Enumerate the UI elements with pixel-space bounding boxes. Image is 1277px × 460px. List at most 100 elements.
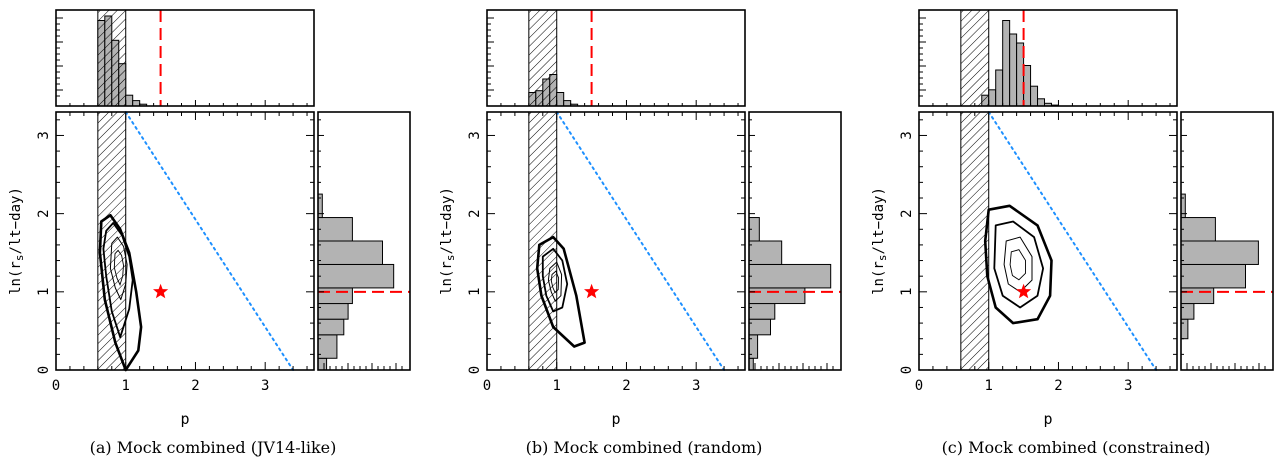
y-tick-label: 1	[36, 288, 52, 296]
contour-core	[1009, 249, 1026, 281]
x-axis-label: p	[611, 410, 620, 428]
dotted-line	[124, 111, 295, 371]
main-frame	[55, 111, 315, 371]
y-tick-label: 1	[467, 288, 483, 296]
x-tick-label: 0	[915, 378, 923, 394]
y-tick-label: 3	[36, 131, 52, 139]
y-tick-label: 0	[36, 366, 52, 374]
x-axis: 0 1 2 3 p	[52, 112, 308, 428]
main-frame	[486, 111, 746, 371]
hist-bar-p	[125, 94, 134, 107]
side-histogram	[1180, 111, 1274, 371]
x-tick-label: 1	[985, 378, 993, 394]
hist-bar-ln-rs	[748, 287, 806, 305]
hist-bar-ln-rs	[748, 240, 783, 265]
x-tick-label: 1	[122, 378, 130, 394]
hist-bar-ln-rs	[748, 303, 776, 320]
hist-bar-ln-rs	[1180, 217, 1216, 242]
hist-bar-ln-rs	[317, 303, 349, 320]
side-histogram	[748, 111, 842, 371]
hist-bar-ln-rs	[1180, 240, 1259, 265]
x-axis: 0 1 2 3 p	[483, 112, 739, 428]
dotted-line	[987, 111, 1158, 371]
excluded-band-top-hatch	[528, 10, 557, 106]
contour-inner	[1003, 236, 1033, 293]
hist-bar-p	[1037, 98, 1046, 107]
excluded-band-top-hatch	[97, 10, 126, 106]
x-tick-label: 3	[1124, 378, 1132, 394]
truth-star-marker	[584, 283, 600, 299]
top-frame	[918, 9, 1178, 107]
y-axis: 0 1 2 3 ln(rs/lt−day)	[871, 119, 1177, 374]
y-axis-label: ln(rs/lt−day)	[8, 187, 26, 295]
y-axis-label: ln(rs/lt−day)	[871, 187, 889, 295]
hist-bar-ln-rs	[1180, 287, 1215, 305]
contour-inner	[109, 236, 128, 301]
contour-core	[550, 270, 560, 294]
contour-outer	[983, 204, 1053, 325]
x-tick-label: 2	[1054, 378, 1062, 394]
contour-middle	[102, 222, 134, 339]
contour-outer	[98, 213, 143, 372]
hist-bar-ln-rs	[317, 287, 353, 305]
y-tick-label: 2	[36, 209, 52, 217]
x-tick-label: 3	[692, 378, 700, 394]
panel-caption: (c) Mock combined (constrained)	[942, 438, 1211, 457]
panel-caption: (a) Mock combined (JV14-like)	[90, 438, 337, 457]
hist-bar-p	[995, 69, 1004, 107]
x-axis-label: p	[180, 410, 189, 428]
x-tick-label: 2	[191, 378, 199, 394]
panel-2: 0 1 2 3 p 0 1 2 3 ln(rs/lt−day) (b) Mock combined …	[439, 9, 842, 457]
hist-bar-ln-rs	[317, 217, 353, 242]
y-tick-label: 3	[899, 131, 915, 139]
main-frame	[918, 111, 1178, 371]
contour-outer	[535, 235, 586, 348]
side-histogram	[317, 111, 411, 371]
panel-caption: (b) Mock combined (random)	[526, 438, 763, 457]
x-tick-label: 0	[52, 378, 60, 394]
truth-star-marker	[153, 283, 169, 299]
x-axis: 0 1 2 3 p	[915, 112, 1171, 428]
truth-star-marker	[1016, 283, 1032, 299]
top-frame	[486, 9, 746, 107]
hist-bar-p	[1023, 65, 1032, 107]
main-plot: 0 1 2 3 p 0 1 2 3 ln(rs/lt−day)	[871, 111, 1178, 428]
hist-bar-p	[132, 100, 141, 107]
x-tick-label: 2	[622, 378, 630, 394]
y-axis: 0 1 2 3 ln(rs/lt−day)	[439, 119, 745, 374]
y-tick-label: 1	[899, 288, 915, 296]
y-tick-label: 0	[899, 366, 915, 374]
excluded-band-top-hatch	[960, 10, 989, 106]
hist-bar-p	[988, 89, 997, 107]
hist-bar-p	[556, 92, 565, 107]
top-histogram	[55, 9, 315, 107]
x-axis-label: p	[1043, 410, 1052, 428]
hist-bar-p	[1016, 42, 1025, 107]
hist-bar-ln-rs	[748, 263, 832, 289]
hist-bar-ln-rs	[317, 318, 345, 336]
y-tick-label: 0	[467, 366, 483, 374]
panel-3: 0 1 2 3 p 0 1 2 3 ln(rs/lt−day) (c) Mock combined …	[871, 9, 1274, 457]
hist-bar-p	[1002, 20, 1011, 107]
y-tick-label: 2	[467, 209, 483, 217]
hist-bar-ln-rs	[1180, 303, 1195, 320]
x-tick-label: 1	[553, 378, 561, 394]
hist-bar-ln-rs	[1180, 263, 1246, 289]
side-frame	[317, 111, 411, 371]
contour-middle	[541, 247, 569, 313]
top-frame	[55, 9, 315, 107]
hist-bar-ln-rs	[317, 357, 328, 371]
y-axis: 0 1 2 3 ln(rs/lt−day)	[8, 119, 314, 374]
top-histogram	[486, 9, 746, 107]
hist-bar-p	[1009, 33, 1018, 107]
top-histogram	[918, 9, 1178, 107]
side-frame	[1180, 111, 1274, 371]
hist-bar-ln-rs	[1180, 318, 1189, 340]
contour-inner	[547, 261, 563, 302]
hist-bar-ln-rs	[748, 318, 771, 336]
excluded-band	[528, 111, 558, 371]
y-axis-label: ln(rs/lt−day)	[439, 187, 457, 295]
main-plot: 0 1 2 3 p 0 1 2 3 ln(rs/lt−day)	[8, 111, 315, 428]
hist-bar-p	[563, 100, 572, 107]
